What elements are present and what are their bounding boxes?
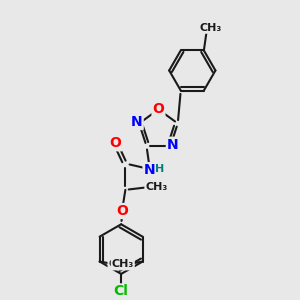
Text: CH₃: CH₃ [108, 259, 130, 269]
Text: N: N [131, 115, 143, 129]
Text: N: N [143, 163, 155, 177]
Text: CH₃: CH₃ [145, 182, 167, 192]
Text: O: O [152, 102, 164, 116]
Text: H: H [155, 164, 165, 174]
Text: CH₃: CH₃ [112, 259, 134, 269]
Text: O: O [117, 204, 128, 218]
Text: Cl: Cl [114, 284, 129, 298]
Text: O: O [110, 136, 122, 150]
Text: CH₃: CH₃ [200, 23, 222, 33]
Text: N: N [167, 138, 178, 152]
